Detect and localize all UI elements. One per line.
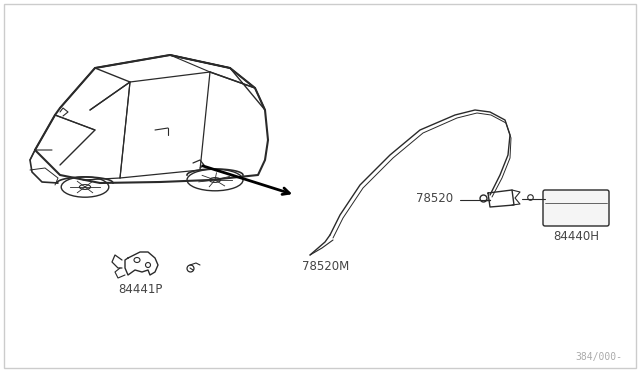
Text: 84440H: 84440H [553,230,599,243]
Text: 84441P: 84441P [118,283,162,296]
FancyBboxPatch shape [543,190,609,226]
Text: 384/000-: 384/000- [575,352,622,362]
Text: 78520M: 78520M [302,260,349,273]
Text: 78520: 78520 [416,192,453,205]
